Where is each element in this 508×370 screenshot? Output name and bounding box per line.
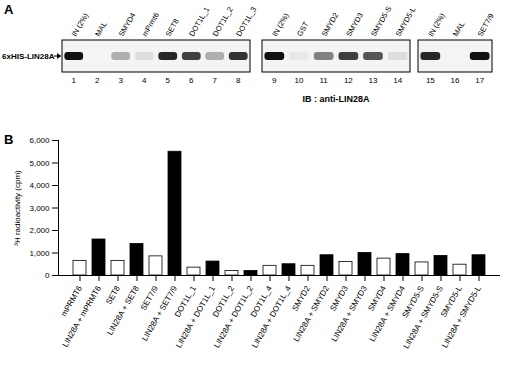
svg-text:mPrmt6: mPrmt6 [140,11,161,38]
svg-text:SMYD4: SMYD4 [117,11,138,38]
svg-text:1,000: 1,000 [29,249,50,258]
svg-text:DOT1L_3: DOT1L_3 [234,5,258,38]
svg-text:15: 15 [426,76,435,85]
svg-text:0: 0 [45,271,50,280]
svg-text:LIN28A + SMYD5-L: LIN28A + SMYD5-L [440,284,483,350]
svg-text:6: 6 [189,76,194,85]
svg-text:4: 4 [142,76,147,85]
svg-text:GST: GST [295,20,311,38]
svg-text:LIN28A + SMYD4: LIN28A + SMYD4 [367,284,407,344]
html-text:B: B [4,132,14,147]
svg-text:MAL: MAL [451,20,467,38]
svg-text:3: 3 [119,76,124,85]
svg-text:10: 10 [295,76,304,85]
svg-text:LIN28A + DOT1L_1: LIN28A + DOT1L_1 [174,284,217,350]
svg-text:17: 17 [475,76,484,85]
svg-text:12: 12 [344,76,353,85]
svg-text:4,000: 4,000 [29,181,50,190]
svg-text:5,000: 5,000 [29,159,50,168]
svg-text:2: 2 [95,76,100,85]
svg-text:SMYD5-L: SMYD5-L [394,5,418,38]
svg-text:9: 9 [272,76,277,85]
svg-text:IN (2%): IN (2%) [426,11,447,38]
svg-text:SMYD4: SMYD4 [366,284,388,313]
svg-text:LIN28A + SMYD3: LIN28A + SMYD3 [330,284,370,343]
svg-text:IN (2%): IN (2%) [270,11,291,38]
svg-text:SET7/9: SET7/9 [476,12,496,38]
svg-text:14: 14 [393,76,402,85]
svg-text:³H radioactivity (cpm): ³H radioactivity (cpm) [13,170,22,246]
svg-text:13: 13 [369,76,378,85]
svg-text:11: 11 [320,76,329,85]
svg-text:SET8: SET8 [164,17,181,38]
svg-text:SMYD2: SMYD2 [320,11,341,38]
svg-text:8: 8 [236,76,241,85]
svg-text:3,000: 3,000 [29,204,50,213]
svg-text:6,000: 6,000 [29,136,50,145]
svg-text:5: 5 [166,76,171,85]
svg-text:LIN28A + SMYD2: LIN28A + SMYD2 [292,284,332,343]
svg-text:IN (2%): IN (2%) [70,11,91,38]
html-text:A: A [4,2,14,17]
svg-text:16: 16 [451,76,460,85]
svg-text:2,000: 2,000 [29,226,50,235]
svg-text:6xHIS-LIN28A: 6xHIS-LIN28A [2,52,55,61]
svg-text:LIN28A + SMYD5-S: LIN28A + SMYD5-S [402,284,445,350]
svg-text:1: 1 [72,76,77,85]
svg-text:LIN28A + DOT1L_4: LIN28A + DOT1L_4 [250,284,293,350]
svg-text:LIN28A + SET8: LIN28A + SET8 [105,284,141,337]
svg-text:LIN28A + SET7/9: LIN28A + SET7/9 [140,284,179,343]
svg-text:SMYD5-S: SMYD5-S [369,5,393,38]
svg-text:IB : anti-LIN28A: IB : anti-LIN28A [302,94,370,104]
svg-text:SMYD3: SMYD3 [344,11,365,38]
svg-text:LIN28A + DOT1L_2: LIN28A + DOT1L_2 [212,284,255,350]
svg-text:MAL: MAL [93,20,109,38]
svg-text:DOT1L_2: DOT1L_2 [211,5,235,38]
svg-text:LIN28A + mPRMT6: LIN28A + mPRMT6 [61,284,104,349]
svg-text:DOT1L_1: DOT1L_1 [187,5,211,38]
svg-text:7: 7 [213,76,218,85]
svg-text:SET7/9: SET7/9 [138,284,160,312]
svg-text:SET8: SET8 [104,284,122,306]
